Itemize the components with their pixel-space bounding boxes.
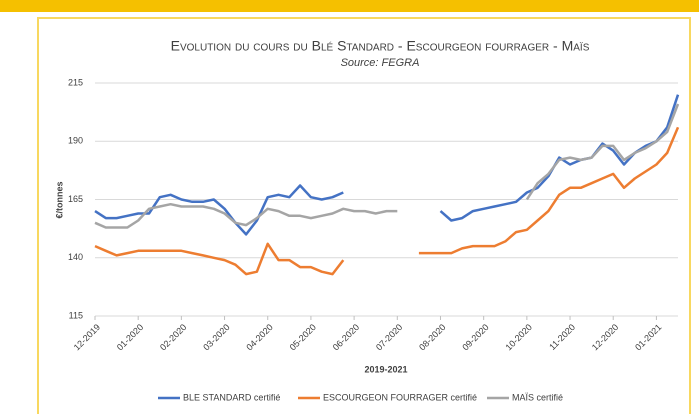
chart-subtitle: Source: FEGRA [341, 57, 420, 69]
top-band [0, 0, 699, 12]
chart-title: Evolution du cours du Blé Standard - Esc… [171, 38, 590, 54]
series-line [94, 103, 680, 229]
legend-label: MAÏS certifié [512, 392, 563, 402]
frame [37, 17, 691, 414]
y-tick-label: 115 [69, 310, 83, 320]
legend-label: BLE STANDARD certifié [183, 392, 280, 402]
y-tick-label: 190 [68, 136, 83, 146]
x-axis-label: 2019-2021 [364, 364, 407, 374]
series-line [94, 126, 680, 276]
legend-label: ESCOURGEON FOURRAGER certifié [323, 392, 477, 402]
y-axis-label: €/tonnes [54, 181, 64, 218]
y-tick-label: 215 [68, 77, 83, 87]
y-tick-label: 165 [68, 194, 83, 204]
y-tick-label: 140 [68, 252, 83, 262]
